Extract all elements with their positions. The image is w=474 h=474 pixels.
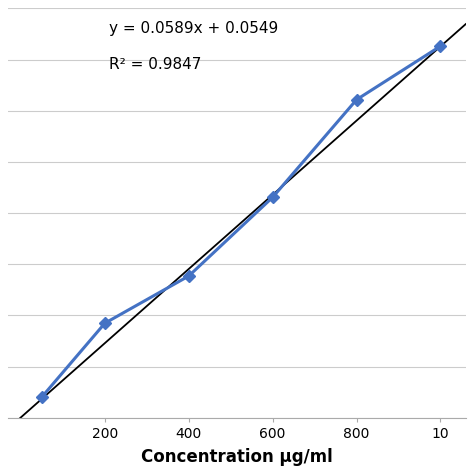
X-axis label: Concentration μg/ml: Concentration μg/ml (141, 447, 333, 465)
Text: R² = 0.9847: R² = 0.9847 (109, 57, 201, 73)
Text: y = 0.0589x + 0.0549: y = 0.0589x + 0.0549 (109, 20, 278, 36)
